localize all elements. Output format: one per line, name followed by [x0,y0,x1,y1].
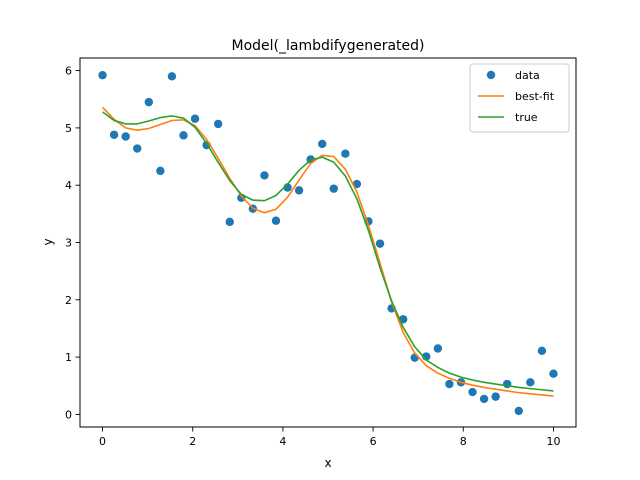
x-axis: 0 2 4 6 8 10 [99,427,560,448]
data-point [98,70,107,80]
data-point [213,119,223,129]
x-tick-label: 2 [189,435,196,448]
data-point [144,97,154,107]
y-tick-label: 0 [65,408,72,421]
y-tick-label: 6 [65,65,72,78]
x-tick-label: 8 [460,435,467,448]
legend-entry: data [515,69,540,82]
data-point [260,171,269,180]
data-point [167,72,177,81]
data-point [329,184,338,193]
data-point [479,394,489,404]
data-point [468,387,477,397]
y-tick-label: 2 [65,294,72,307]
data-point [491,392,500,401]
y-axis: 0 1 2 3 4 5 6 [65,65,80,421]
y-tick-label: 4 [65,179,72,192]
data-point [179,131,188,140]
x-axis-label: x [324,456,331,470]
data-point [375,239,385,248]
data-point [271,216,281,225]
data-point [526,378,535,387]
data-point [225,217,234,227]
chart-title: Model(_lambdifygenerated) [231,38,424,54]
x-tick-label: 6 [370,435,377,448]
data-point [445,379,454,389]
data-point [549,369,558,378]
data-point [433,344,443,353]
legend-box [469,63,570,133]
data-point [156,166,165,176]
data-point [133,144,142,153]
data-point [341,149,350,158]
data-point [318,139,327,149]
series-line-true [102,111,554,392]
data-point [537,346,547,355]
x-tick-label: 0 [99,435,106,448]
legend-entry: true [515,111,538,124]
data-point [121,132,130,141]
data-point [294,186,304,195]
y-axis-label: y [41,238,55,245]
legend-entry: best-fit [515,90,555,103]
y-tick-label: 1 [65,351,72,364]
y-tick-label: 3 [65,237,72,250]
data-point [190,114,200,123]
data-point [410,353,419,362]
plot-area [98,70,558,416]
series-line-best-fit [101,106,554,397]
data-point [514,406,523,416]
y-tick-label: 5 [65,122,72,135]
x-tick-label: 10 [546,435,560,448]
legend-marker [486,70,496,80]
x-tick-label: 4 [279,435,286,448]
legend: data best-fit true [469,63,570,133]
data-point [109,130,119,139]
